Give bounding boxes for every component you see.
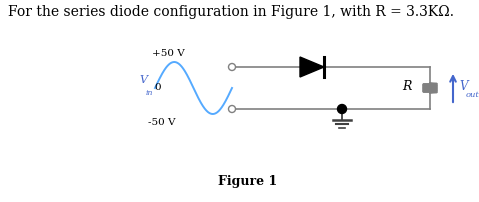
Polygon shape bbox=[300, 57, 324, 77]
Text: V: V bbox=[459, 80, 468, 93]
Text: For the series diode configuration in Figure 1, with R = 3.3KΩ.: For the series diode configuration in Fi… bbox=[8, 5, 454, 19]
Text: out: out bbox=[466, 91, 479, 99]
Circle shape bbox=[228, 63, 236, 70]
Text: in: in bbox=[146, 89, 153, 97]
Text: Figure 1: Figure 1 bbox=[218, 175, 278, 188]
Circle shape bbox=[228, 105, 236, 113]
Text: V: V bbox=[139, 75, 147, 85]
Text: -50 V: -50 V bbox=[148, 118, 175, 127]
Text: +50 V: +50 V bbox=[152, 49, 185, 58]
Text: 0: 0 bbox=[154, 82, 160, 92]
Circle shape bbox=[338, 104, 346, 114]
Text: R: R bbox=[403, 81, 412, 94]
